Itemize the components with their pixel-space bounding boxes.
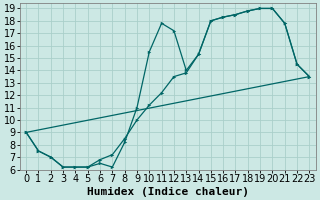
X-axis label: Humidex (Indice chaleur): Humidex (Indice chaleur)	[87, 186, 249, 197]
